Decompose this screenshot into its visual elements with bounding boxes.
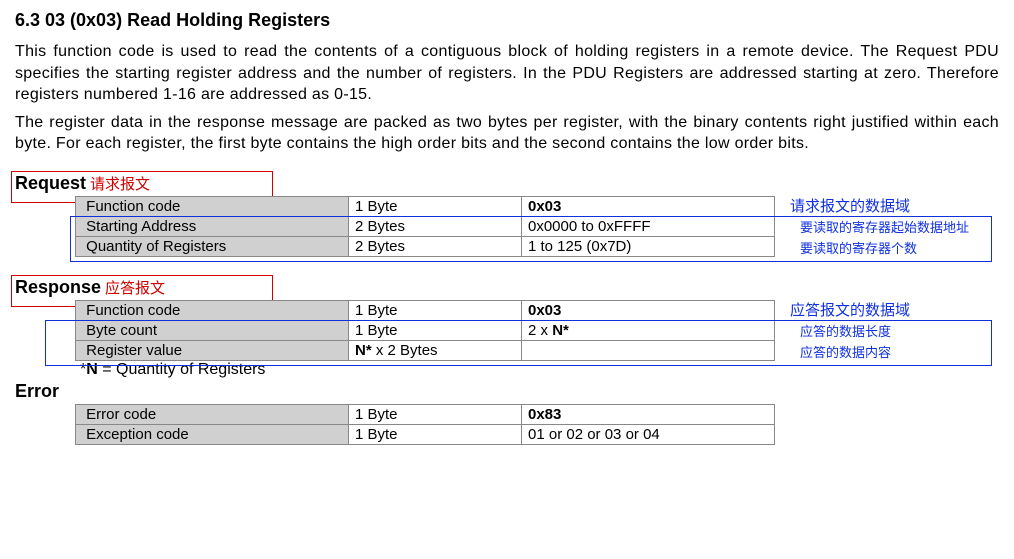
cell-size: 1 Byte (349, 196, 522, 216)
side-ann: 要读取的寄存器个数 (790, 238, 1010, 259)
cell-val: 2 x N* (522, 320, 775, 340)
table-row: Byte count 1 Byte 2 x N* (76, 320, 775, 340)
cell-size: 1 Byte (349, 404, 522, 424)
cell-val: 1 to 125 (0x7D) (522, 236, 775, 256)
error-table: Error code 1 Byte 0x83 Exception code 1 … (75, 404, 775, 445)
table-row: Register value N* x 2 Bytes (76, 340, 775, 360)
section-heading: 6.3 03 (0x03) Read Holding Registers (15, 10, 999, 31)
cell-name: Error code (76, 404, 349, 424)
cell-name: Register value (76, 340, 349, 360)
request-table: Function code 1 Byte 0x03 Starting Addre… (75, 196, 775, 257)
table-row: Exception code 1 Byte 01 or 02 or 03 or … (76, 424, 775, 444)
cell-val: 0x83 (522, 404, 775, 424)
table-row: Error code 1 Byte 0x83 (76, 404, 775, 424)
cell-val: 0x03 (522, 300, 775, 320)
side-ann: 请求报文的数据域 (790, 196, 1010, 217)
response-title: Response应答报文 (15, 277, 999, 298)
paragraph-1: This function code is used to read the c… (15, 41, 999, 106)
side-ann: 应答的数据内容 (790, 342, 1010, 363)
cell-name: Exception code (76, 424, 349, 444)
table-row: Quantity of Registers 2 Bytes 1 to 125 (… (76, 236, 775, 256)
side-ann: 应答的数据长度 (790, 321, 1010, 342)
side-ann: 要读取的寄存器起始数据地址 (790, 217, 1010, 238)
request-title: Request请求报文 (15, 173, 999, 194)
response-side-ann: 应答报文的数据域 应答的数据长度 应答的数据内容 (790, 300, 1010, 363)
cell-name: Quantity of Registers (76, 236, 349, 256)
cell-val: 0x0000 to 0xFFFF (522, 216, 775, 236)
table-row: Starting Address 2 Bytes 0x0000 to 0xFFF… (76, 216, 775, 236)
cell-val: 0x03 (522, 196, 775, 216)
cell-size: 2 Bytes (349, 216, 522, 236)
side-ann: 应答报文的数据域 (790, 300, 1010, 321)
request-ann: 请求报文 (90, 176, 150, 193)
response-footnote: *N = Quantity of Registers (80, 361, 999, 379)
request-side-ann: 请求报文的数据域 要读取的寄存器起始数据地址 要读取的寄存器个数 (790, 196, 1010, 259)
cell-val: 01 or 02 or 03 or 04 (522, 424, 775, 444)
paragraph-2: The register data in the response messag… (15, 112, 999, 155)
cell-name: Function code (76, 196, 349, 216)
error-title: Error (15, 381, 999, 402)
cell-name: Byte count (76, 320, 349, 340)
table-row: Function code 1 Byte 0x03 (76, 196, 775, 216)
cell-name: Function code (76, 300, 349, 320)
cell-size: 1 Byte (349, 300, 522, 320)
cell-size: N* x 2 Bytes (349, 340, 522, 360)
response-table: Function code 1 Byte 0x03 Byte count 1 B… (75, 300, 775, 361)
cell-size: 2 Bytes (349, 236, 522, 256)
table-row: Function code 1 Byte 0x03 (76, 300, 775, 320)
response-ann: 应答报文 (105, 280, 165, 297)
cell-name: Starting Address (76, 216, 349, 236)
cell-size: 1 Byte (349, 320, 522, 340)
cell-size: 1 Byte (349, 424, 522, 444)
cell-val (522, 340, 775, 360)
